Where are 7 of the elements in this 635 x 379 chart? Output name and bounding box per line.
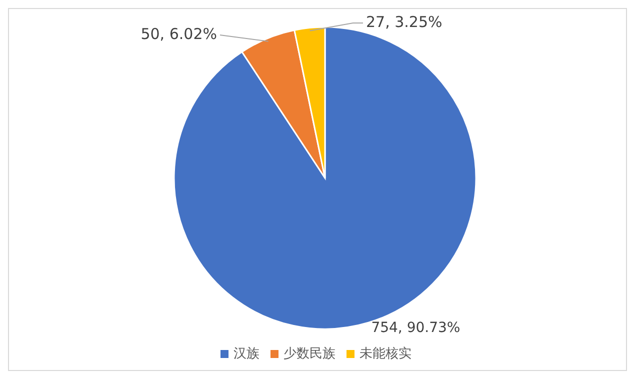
data-label: 754, 90.73%: [371, 320, 460, 336]
data-label: 27, 3.25%: [366, 13, 442, 32]
pie-slice: [241, 29, 326, 179]
legend-label: 少数民族: [284, 346, 336, 362]
legend-label: 未能核实: [360, 346, 412, 362]
data-label: 50, 6.02%: [140, 25, 217, 44]
legend-label: 汉族: [234, 346, 260, 362]
